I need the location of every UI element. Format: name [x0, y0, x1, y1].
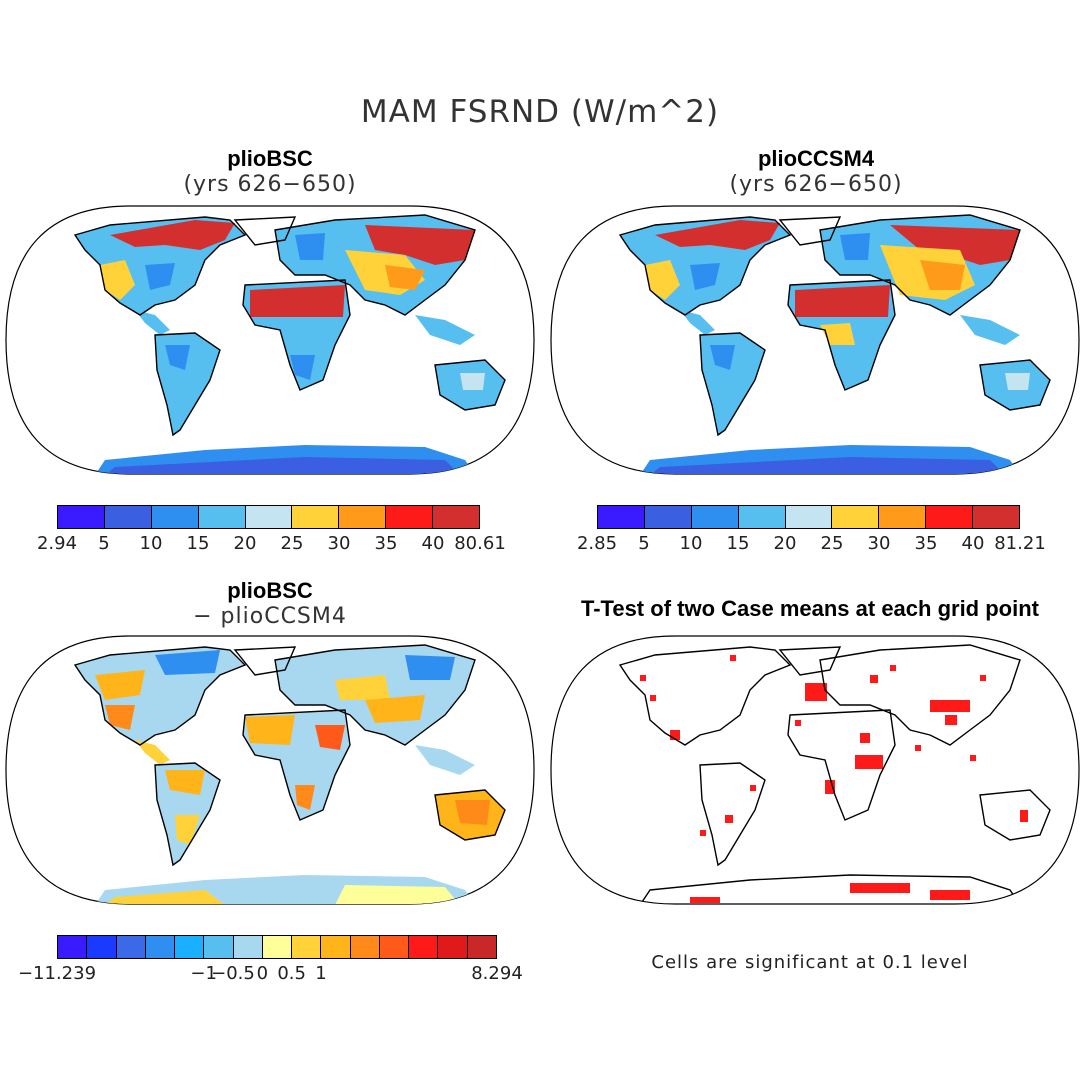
panel3-title: plioBSC — [227, 578, 313, 603]
cb1-tick-label: 2.94 — [36, 533, 78, 554]
cb1-swatch-0 — [58, 506, 105, 528]
cb2-tick-label: 5 — [638, 533, 650, 554]
cb1-swatch-5 — [292, 506, 340, 528]
cb1-swatch-4 — [245, 506, 293, 528]
cb2-tick-label: 20 — [773, 533, 797, 554]
cb1-swatch-2 — [151, 506, 199, 528]
cb1-tick-label: 40 — [421, 533, 445, 554]
cb2-tick-label: 30 — [867, 533, 891, 554]
cb3-tick-label: −1 — [190, 963, 217, 984]
cb2-tick-label: 10 — [679, 533, 703, 554]
cb2-swatch-0 — [598, 506, 645, 528]
cb1-tick-label: 30 — [327, 533, 351, 554]
panel2-subtitle: (yrs 626−650) — [729, 172, 903, 197]
cb3-tick-label: 0 — [256, 963, 269, 984]
cb3-swatch-12 — [409, 936, 439, 958]
cb3-swatch-9 — [321, 936, 351, 958]
cb3-tick-label: 1 — [315, 963, 327, 984]
panel1-subtitle: (yrs 626−650) — [183, 172, 357, 197]
cb2-swatch-8 — [973, 506, 1020, 528]
significance-note: Cells are significant at 0.1 level — [651, 952, 969, 973]
cb3-swatch-2 — [116, 936, 146, 958]
cb3-tick-label: 0.5 — [277, 963, 306, 984]
cb2-swatch-3 — [738, 506, 786, 528]
panel2-title: plioCCSM4 — [757, 146, 875, 171]
cb2-tick-label: 2.85 — [576, 533, 618, 554]
figure-title: MAM FSRND (W/m^2) — [360, 94, 720, 130]
cb1-swatch-6 — [339, 506, 387, 528]
cb1-tick-label: 35 — [374, 533, 398, 554]
colorbar-difference — [57, 935, 497, 959]
map-ttest — [550, 635, 1080, 905]
cb2-swatch-7 — [926, 506, 974, 528]
cb3-tick-label: −0.5 — [211, 963, 255, 984]
cb3-tick-label: −11.239 — [17, 963, 97, 984]
cb2-swatch-4 — [785, 506, 833, 528]
cb1-tick-label: 25 — [280, 533, 304, 554]
cb3-swatch-3 — [145, 936, 176, 958]
cb2-tick-label: 15 — [726, 533, 750, 554]
map-plioCCSM4 — [550, 205, 1080, 475]
cb3-swatch-0 — [58, 936, 88, 958]
cb2-swatch-6 — [879, 506, 927, 528]
cb3-swatch-8 — [292, 936, 322, 958]
cb2-tick-label: 35 — [914, 533, 938, 554]
cb3-swatch-6 — [233, 936, 263, 958]
cb1-tick-label: 15 — [186, 533, 210, 554]
cb3-swatch-7 — [262, 936, 293, 958]
cb3-swatch-5 — [204, 936, 234, 958]
colorbar-plioCCSM4 — [597, 505, 1020, 529]
cb2-swatch-1 — [644, 506, 692, 528]
cb1-swatch-3 — [198, 506, 246, 528]
cb2-swatch-2 — [691, 506, 739, 528]
cb1-tick-label: 10 — [139, 533, 163, 554]
cb2-tick-label: 25 — [820, 533, 844, 554]
cb2-tick-label: 81.21 — [994, 533, 1046, 554]
cb1-swatch-1 — [104, 506, 152, 528]
cb1-tick-label: 80.61 — [454, 533, 506, 554]
map-plioBSC — [5, 205, 535, 475]
cb2-tick-label: 40 — [961, 533, 985, 554]
cb3-swatch-10 — [350, 936, 380, 958]
cb1-tick-label: 5 — [98, 533, 110, 554]
cb1-swatch-7 — [386, 506, 434, 528]
cb1-swatch-8 — [433, 506, 480, 528]
cb3-swatch-13 — [438, 936, 468, 958]
cb2-swatch-5 — [832, 506, 880, 528]
colorbar-plioBSC — [57, 505, 480, 529]
panel4-title: T-Test of two Case means at each grid po… — [580, 596, 1039, 621]
panel3-subtitle: − plioCCSM4 — [193, 604, 347, 629]
cb3-swatch-14 — [467, 936, 496, 958]
cb3-swatch-4 — [175, 936, 205, 958]
panel1-title: plioBSC — [227, 146, 313, 171]
cb3-swatch-1 — [87, 936, 117, 958]
map-difference — [5, 635, 535, 905]
cb3-swatch-11 — [379, 936, 410, 958]
cb3-tick-label: 8.294 — [471, 963, 523, 984]
cb1-tick-label: 20 — [233, 533, 257, 554]
